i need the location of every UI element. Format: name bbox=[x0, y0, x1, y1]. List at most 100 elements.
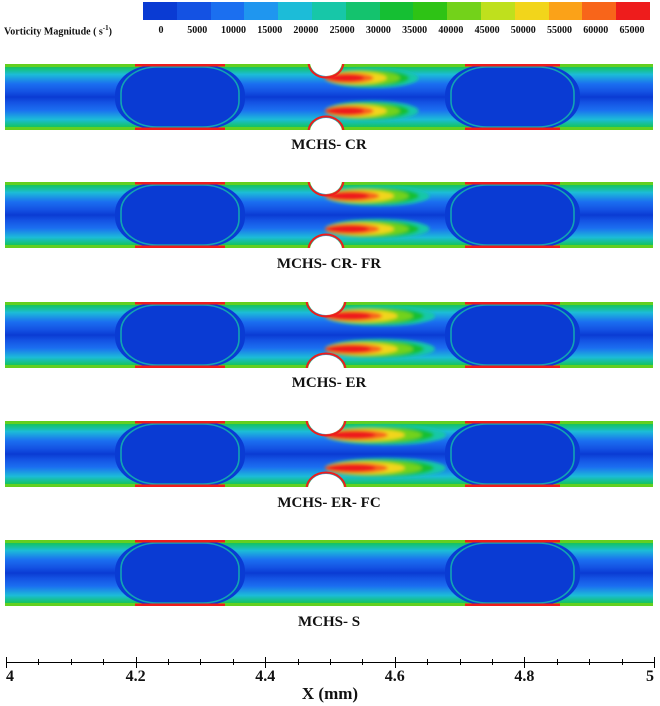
x-minor-tick bbox=[297, 659, 299, 665]
colorbar-swatch bbox=[413, 2, 448, 20]
cavity-region bbox=[115, 422, 245, 486]
cavity-edge-high-vorticity bbox=[135, 302, 225, 305]
rib-edge-shear bbox=[307, 115, 345, 130]
colorbar-tick-labels: 0 5000 10000 15000 20000 25000 30000 35000 40000… bbox=[143, 25, 650, 37]
cavity-shear-ring bbox=[120, 423, 240, 485]
cavity-shear-ring bbox=[450, 66, 575, 128]
rib-obstacle bbox=[310, 64, 342, 76]
x-tick-label: 4.8 bbox=[514, 668, 535, 685]
cavity-region bbox=[115, 65, 245, 129]
cavity-edge-high-vorticity bbox=[135, 484, 225, 487]
panel-label: MCHS- CR bbox=[291, 137, 367, 153]
colorbar-title: Vorticity Magnitude ( s-1) bbox=[4, 24, 112, 38]
rib-edge-shear bbox=[305, 302, 347, 318]
cavity-shear-ring bbox=[120, 184, 240, 246]
x-minor-tick bbox=[427, 659, 429, 665]
colorbar-swatches bbox=[143, 2, 650, 20]
cavity-edge-high-vorticity bbox=[135, 64, 225, 67]
colorbar-tick-label: 35000 bbox=[402, 25, 428, 36]
x-minor-tick bbox=[621, 659, 623, 665]
colorbar-tick-label: 60000 bbox=[583, 25, 609, 36]
colorbar-tick-label: 40000 bbox=[438, 25, 464, 36]
cavity-edge-high-vorticity bbox=[465, 365, 560, 368]
wake-jets bbox=[325, 425, 446, 478]
colorbar-swatch bbox=[379, 2, 414, 20]
cavity-edge-high-vorticity bbox=[465, 64, 560, 67]
vorticity-contour-panel bbox=[5, 302, 653, 368]
x-minor-tick bbox=[70, 659, 72, 665]
rib-obstacle bbox=[310, 236, 342, 248]
x-minor-tick bbox=[103, 659, 105, 665]
colorbar-tick-label: 30000 bbox=[365, 25, 391, 36]
x-major-tick bbox=[265, 657, 267, 668]
cavity-region bbox=[445, 65, 580, 129]
cavity-region bbox=[445, 303, 580, 367]
colorbar-swatch bbox=[616, 2, 650, 20]
colorbar-tick-label: 5000 bbox=[187, 25, 208, 36]
x-major-tick bbox=[524, 657, 526, 668]
x-minor-tick bbox=[232, 659, 234, 665]
x-major-tick bbox=[394, 657, 396, 668]
cavity-shear-ring bbox=[450, 542, 575, 604]
rib-edge-shear bbox=[307, 182, 345, 197]
colorbar-tick-label: 20000 bbox=[293, 25, 319, 36]
x-axis: X (mm) 4 4.2 4.4 4.6 4.8 5 bbox=[0, 650, 660, 706]
colorbar-tick-label: 45000 bbox=[474, 25, 500, 36]
x-tick-label: 4 bbox=[6, 668, 14, 685]
x-minor-tick bbox=[362, 659, 364, 665]
x-tick-label: 5 bbox=[646, 668, 654, 685]
cavity-edge-high-vorticity bbox=[135, 540, 225, 543]
rib-obstacle bbox=[310, 182, 342, 194]
colorbar-swatch bbox=[278, 2, 312, 20]
colorbar-swatch bbox=[143, 2, 177, 20]
x-tick-label: 4.2 bbox=[125, 668, 146, 685]
cavity-shear-ring bbox=[450, 304, 575, 366]
cavity-edge-high-vorticity bbox=[465, 302, 560, 305]
colorbar-tick-label: 65000 bbox=[619, 25, 645, 36]
vorticity-contour-panel bbox=[5, 421, 653, 487]
colorbar-tick-label: 50000 bbox=[510, 25, 536, 36]
rib-obstacle bbox=[308, 355, 344, 368]
x-minor-tick bbox=[556, 659, 558, 665]
wake-jets bbox=[325, 306, 435, 359]
wall-shear-layer bbox=[5, 540, 653, 543]
cavity-region bbox=[115, 183, 245, 247]
x-minor-tick bbox=[459, 659, 461, 665]
cavity-edge-high-vorticity bbox=[135, 182, 225, 185]
rib-obstacle bbox=[310, 118, 342, 130]
colorbar-swatch bbox=[582, 2, 617, 20]
x-axis-title: X (mm) bbox=[301, 684, 359, 703]
vorticity-contour-panel bbox=[5, 64, 653, 130]
colorbar-swatch bbox=[480, 2, 515, 20]
colorbar-swatch bbox=[345, 2, 380, 20]
x-minor-tick bbox=[589, 659, 591, 665]
cavity-edge-high-vorticity bbox=[465, 603, 560, 606]
vorticity-contour-panel bbox=[5, 540, 653, 606]
cavity-region bbox=[115, 541, 245, 605]
x-minor-tick bbox=[168, 659, 169, 665]
cavity-shear-ring bbox=[120, 304, 240, 366]
x-major-tick bbox=[6, 657, 7, 668]
rib-edge-shear bbox=[305, 421, 347, 437]
x-minor-tick bbox=[38, 659, 40, 665]
x-minor-tick bbox=[200, 659, 202, 665]
colorbar-tick-label: 55000 bbox=[547, 25, 573, 36]
colorbar-swatch bbox=[210, 2, 245, 20]
rib-edge-shear bbox=[307, 233, 345, 248]
cavity-edge-high-vorticity bbox=[465, 484, 560, 487]
panel-label: MCHS- ER bbox=[291, 375, 367, 391]
cavity-region bbox=[445, 183, 580, 247]
cavity-shear-ring bbox=[120, 66, 240, 128]
x-tick-label: 4.4 bbox=[255, 668, 276, 685]
colorbar-swatch bbox=[548, 2, 583, 20]
cavity-edge-high-vorticity bbox=[135, 421, 225, 424]
colorbar-swatch bbox=[311, 2, 346, 20]
cavity-region bbox=[445, 541, 580, 605]
cavity-edge-high-vorticity bbox=[465, 540, 560, 543]
colorbar-tick-label: 25000 bbox=[329, 25, 355, 36]
panel-label: MCHS- S bbox=[297, 614, 361, 630]
jet-contour bbox=[325, 463, 376, 473]
x-minor-tick bbox=[492, 659, 493, 665]
cavity-edge-high-vorticity bbox=[135, 603, 225, 606]
rib-obstacle bbox=[308, 474, 344, 487]
